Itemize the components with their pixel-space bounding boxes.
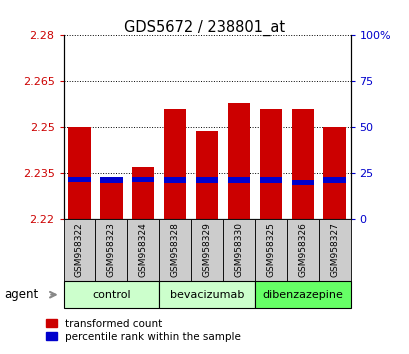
Bar (63, 281, 159, 308)
Bar (159, 219, 191, 281)
Bar (291, 180, 313, 185)
Bar (318, 219, 350, 281)
Bar (100, 177, 122, 183)
Bar (196, 177, 218, 183)
Bar (323, 127, 345, 219)
Bar (227, 103, 249, 219)
Bar (68, 127, 90, 219)
Bar (323, 177, 345, 183)
Bar (132, 167, 154, 219)
Text: GSM958327: GSM958327 (329, 222, 338, 277)
Text: dibenzazepine: dibenzazepine (262, 290, 342, 300)
Bar (254, 219, 286, 281)
Text: GSM958323: GSM958323 (107, 222, 116, 277)
Text: GSM958329: GSM958329 (202, 222, 211, 277)
Bar (259, 109, 281, 219)
Bar (222, 219, 254, 281)
Bar (127, 219, 159, 281)
Bar (68, 177, 90, 182)
Bar (63, 219, 95, 281)
Legend: transformed count, percentile rank within the sample: transformed count, percentile rank withi… (46, 319, 240, 342)
Bar (95, 219, 127, 281)
Bar (164, 177, 186, 183)
Bar (259, 177, 281, 183)
Text: GSM958322: GSM958322 (75, 222, 84, 276)
Bar (291, 109, 313, 219)
Text: bevacizumab: bevacizumab (169, 290, 244, 300)
Bar (191, 219, 222, 281)
Bar (159, 281, 254, 308)
Bar (196, 131, 218, 219)
Text: control: control (92, 290, 130, 300)
Text: GSM958330: GSM958330 (234, 222, 243, 277)
Bar (286, 219, 318, 281)
Bar (254, 281, 350, 308)
Text: GSM958324: GSM958324 (138, 222, 147, 276)
Bar (132, 177, 154, 182)
Bar (100, 179, 122, 219)
Bar (164, 109, 186, 219)
Text: agent: agent (4, 288, 38, 301)
Text: GSM958328: GSM958328 (170, 222, 179, 277)
Text: GDS5672 / 238801_at: GDS5672 / 238801_at (124, 19, 285, 36)
Text: GSM958325: GSM958325 (266, 222, 275, 277)
Text: GSM958326: GSM958326 (297, 222, 306, 277)
Bar (227, 177, 249, 183)
